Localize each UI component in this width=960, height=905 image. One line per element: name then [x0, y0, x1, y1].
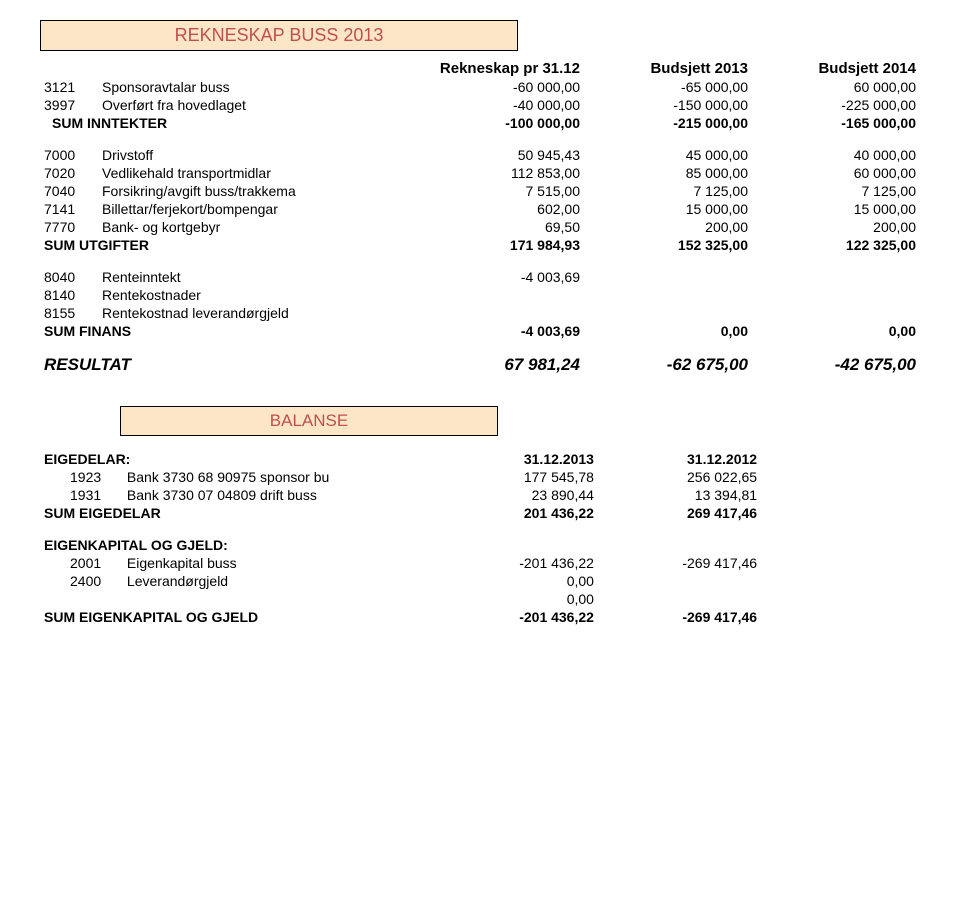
- table-row: 7020 Vedlikehald transportmidlar 112 853…: [40, 164, 920, 182]
- table-row: 7141 Billettar/ferjekort/bompengar 602,0…: [40, 200, 920, 218]
- balanse-h1: 31.12.2013: [435, 450, 598, 468]
- sum-eigenkapital: SUM EIGENKAPITAL OG GJELD -201 436,22 -2…: [40, 608, 920, 626]
- table-row: 3121 Sponsoravtalar buss -60 000,00 -65 …: [40, 78, 920, 96]
- header-col2: Budsjett 2013: [584, 59, 752, 78]
- resultat-row: RESULTAT 67 981,24 -62 675,00 -42 675,00: [40, 354, 920, 376]
- balanse-h2: 31.12.2012: [598, 450, 761, 468]
- eigedelar-header: EIGEDELAR: 31.12.2013 31.12.2012: [40, 450, 920, 468]
- header-col1: Rekneskap pr 31.12: [416, 59, 584, 78]
- title-box: REKNESKAP BUSS 2013: [40, 20, 518, 51]
- main-table: Rekneskap pr 31.12 Budsjett 2013 Budsjet…: [40, 59, 920, 376]
- table-row: 8140 Rentekostnader: [40, 286, 920, 304]
- table-row: 2001 Eigenkapital buss -201 436,22 -269 …: [40, 554, 920, 572]
- sum-finans: SUM FINANS -4 003,69 0,00 0,00: [40, 322, 920, 340]
- title-text: REKNESKAP BUSS 2013: [175, 25, 384, 45]
- header-col3: Budsjett 2014: [752, 59, 920, 78]
- table-row: 7040 Forsikring/avgift buss/trakkema 7 5…: [40, 182, 920, 200]
- table-row: 1923 Bank 3730 68 90975 sponsor bu 177 5…: [40, 468, 920, 486]
- table-row: 2400 Leverandørgjeld 0,00: [40, 572, 920, 590]
- table-row: 0,00: [40, 590, 920, 608]
- table-row: 7000 Drivstoff 50 945,43 45 000,00 40 00…: [40, 146, 920, 164]
- sum-eigedelar: SUM EIGEDELAR 201 436,22 269 417,46: [40, 504, 920, 522]
- table-row: 7770 Bank- og kortgebyr 69,50 200,00 200…: [40, 218, 920, 236]
- table-row: 3997 Overført fra hovedlaget -40 000,00 …: [40, 96, 920, 114]
- balanse-table: EIGEDELAR: 31.12.2013 31.12.2012 1923 Ba…: [40, 450, 920, 626]
- balanse-title-box: BALANSE: [120, 406, 498, 436]
- eigenkapital-header: EIGENKAPITAL OG GJELD:: [40, 536, 920, 554]
- sum-utgifter: SUM UTGIFTER 171 984,93 152 325,00 122 3…: [40, 236, 920, 254]
- sum-inntekter: SUM INNTEKTER -100 000,00 -215 000,00 -1…: [40, 114, 920, 132]
- column-headers: Rekneskap pr 31.12 Budsjett 2013 Budsjet…: [40, 59, 920, 78]
- balanse-title: BALANSE: [270, 411, 348, 430]
- table-row: 8040 Renteinntekt -4 003,69: [40, 268, 920, 286]
- table-row: 1931 Bank 3730 07 04809 drift buss 23 89…: [40, 486, 920, 504]
- table-row: 8155 Rentekostnad leverandørgjeld: [40, 304, 920, 322]
